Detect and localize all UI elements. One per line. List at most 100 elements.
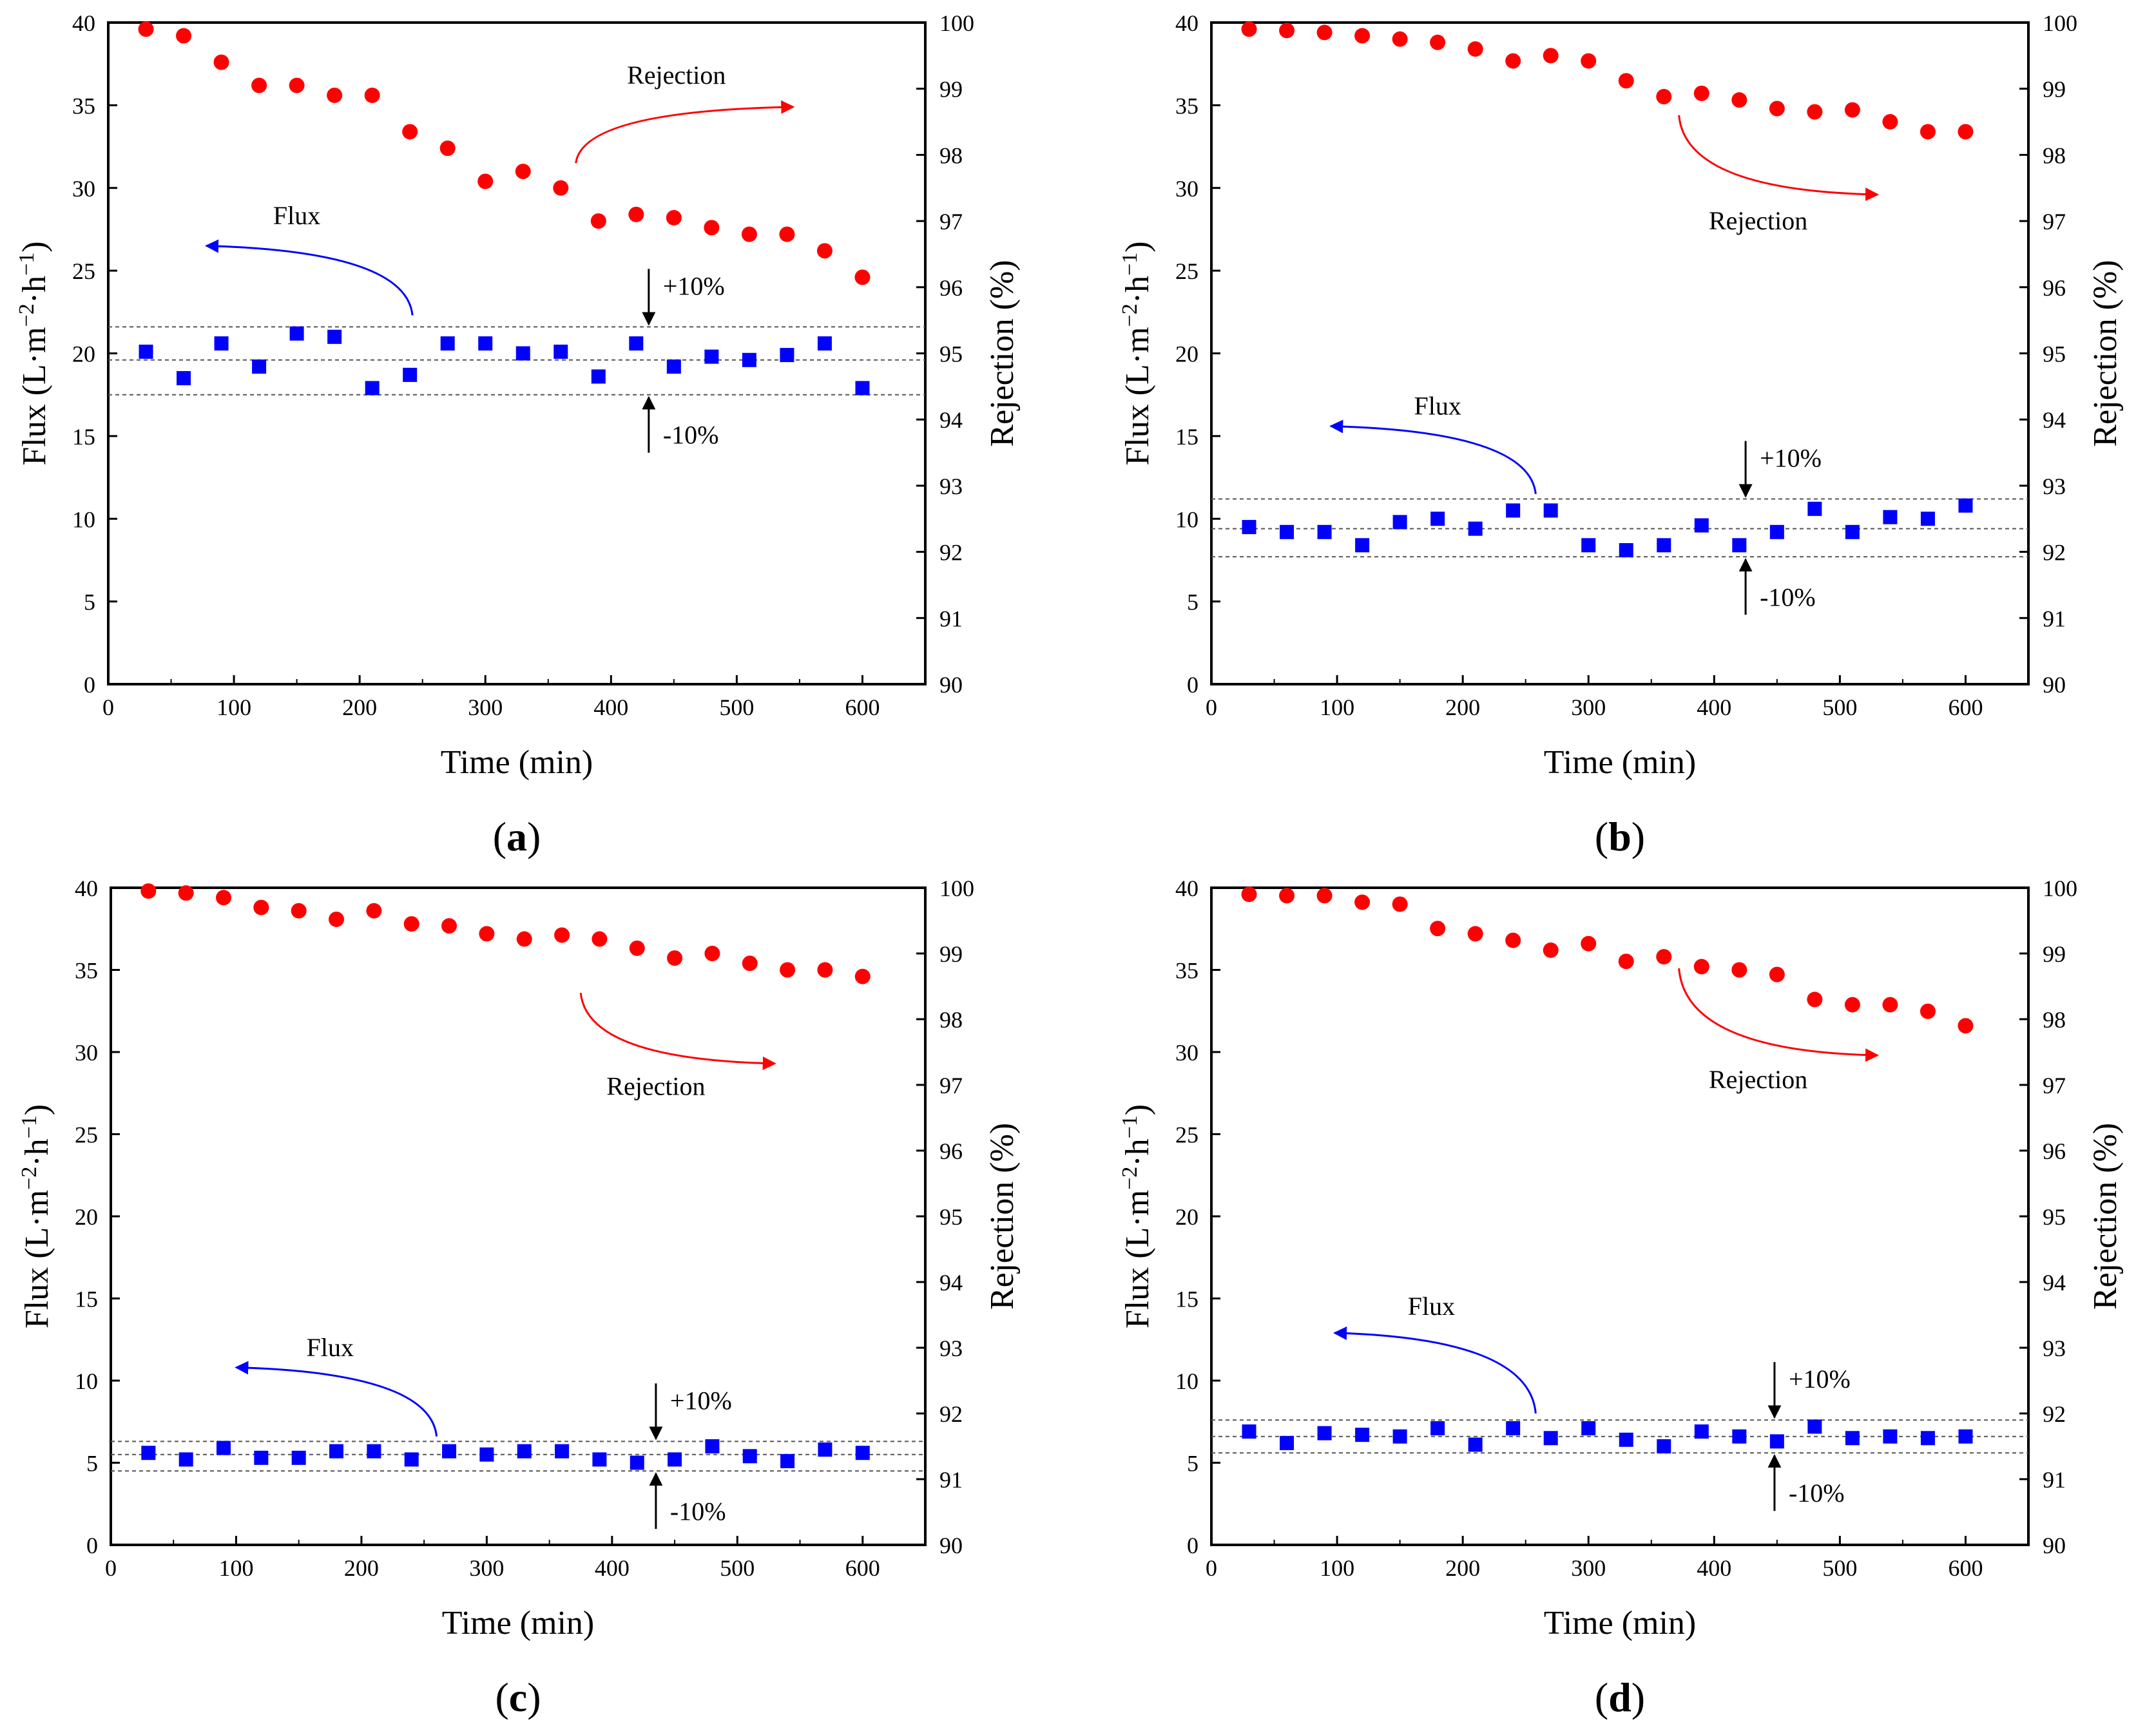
rejection-point bbox=[1430, 921, 1446, 937]
y2-tick-label: 94 bbox=[2043, 407, 2066, 433]
rejection-point bbox=[1882, 114, 1898, 130]
rejection-point bbox=[1882, 997, 1898, 1013]
flux-point bbox=[517, 1444, 532, 1459]
y2-tick-label: 90 bbox=[2043, 1533, 2066, 1558]
rejection-point bbox=[1844, 102, 1860, 118]
flux-point bbox=[780, 348, 794, 363]
rejection-point bbox=[1844, 997, 1860, 1013]
y2-tick-label: 95 bbox=[2043, 341, 2066, 367]
rejection-point bbox=[816, 243, 833, 259]
series-flux bbox=[1242, 1419, 1973, 1453]
rejection-point bbox=[1316, 24, 1333, 41]
flux-point bbox=[404, 1452, 419, 1467]
panel-c: 0 100 200 300 400 500 600 0 5 10 15 20 25 30 35 40 90 91 9… bbox=[17, 876, 1021, 1720]
x-tick-label: 600 bbox=[1948, 694, 1983, 720]
y-tick-label: 25 bbox=[72, 258, 95, 284]
rejection-point bbox=[1693, 85, 1709, 101]
y-axis-title: Flux (L·m−2·h−1) bbox=[15, 241, 53, 465]
y2-tick-label: 95 bbox=[939, 341, 963, 367]
flux-point bbox=[817, 336, 832, 351]
rejection-point bbox=[439, 140, 456, 157]
rejection-point bbox=[1769, 101, 1785, 117]
panel-label-close: ) bbox=[1631, 814, 1645, 859]
flux-point bbox=[555, 1444, 570, 1459]
y2-tick-label: 95 bbox=[2043, 1204, 2066, 1230]
flux-point bbox=[1732, 538, 1747, 553]
x-axis-title: Time (min) bbox=[1544, 744, 1696, 781]
flux-point bbox=[1430, 1421, 1445, 1435]
rejection-point bbox=[780, 962, 796, 978]
flux-point bbox=[217, 1441, 231, 1455]
x-tick-label: 100 bbox=[217, 694, 251, 720]
rejection-point bbox=[1618, 953, 1634, 970]
rejection-point bbox=[1392, 896, 1408, 912]
rejection-point bbox=[178, 885, 194, 901]
rejection-point bbox=[329, 911, 345, 927]
rejection-point bbox=[1731, 962, 1747, 978]
rejection-point bbox=[176, 28, 192, 44]
y2-tick-label: 97 bbox=[939, 1073, 963, 1098]
rejection-point bbox=[554, 927, 570, 943]
plus-ten-label: +10% bbox=[1789, 1364, 1851, 1393]
y2-tick-label: 99 bbox=[939, 941, 963, 967]
flux-point bbox=[141, 1446, 156, 1460]
flux-point bbox=[1619, 1432, 1633, 1447]
panel-label-letter: c bbox=[509, 1674, 527, 1720]
y-tick-label: 5 bbox=[84, 589, 95, 615]
flux-point bbox=[1920, 1431, 1935, 1446]
y2-tick-label: 94 bbox=[939, 1270, 963, 1296]
rejection-point bbox=[1807, 991, 1823, 1008]
rejection-point bbox=[366, 903, 382, 919]
y2-tick-label: 93 bbox=[939, 474, 963, 499]
rejection-point bbox=[590, 213, 606, 229]
flux-arrow bbox=[1329, 419, 1537, 494]
y2-axis-title: Rejection (%) bbox=[984, 260, 1021, 446]
y-title-mid: ·h bbox=[1119, 276, 1156, 303]
flux-point bbox=[553, 344, 568, 359]
panel-label-close: ) bbox=[527, 1674, 541, 1720]
series-rejection bbox=[1241, 21, 1974, 140]
y-tick-label: 35 bbox=[1175, 93, 1198, 119]
rejection-point bbox=[1693, 959, 1709, 975]
plus-ten-label: +10% bbox=[1760, 443, 1822, 472]
y2-tick-label: 90 bbox=[939, 672, 963, 698]
panel-label-letter: b bbox=[1608, 814, 1631, 859]
y2-tick-label: 93 bbox=[2043, 1336, 2066, 1361]
y-title-sup1: −2 bbox=[1118, 303, 1142, 327]
flux-point bbox=[705, 1439, 720, 1453]
flux-point bbox=[1280, 1435, 1295, 1450]
x-tick-label: 200 bbox=[344, 1555, 379, 1581]
x-tick-label: 300 bbox=[468, 694, 503, 720]
x-tick-label: 100 bbox=[218, 1555, 253, 1581]
x-tick-label: 0 bbox=[1206, 1555, 1217, 1581]
y2-tick-label: 94 bbox=[2043, 1270, 2066, 1296]
flux-point bbox=[1468, 1437, 1483, 1452]
flux-point bbox=[1581, 1421, 1596, 1435]
y2-tick-label: 91 bbox=[939, 606, 963, 631]
flux-point bbox=[1807, 1419, 1822, 1434]
flux-point bbox=[591, 369, 606, 384]
flux-point bbox=[367, 1444, 381, 1459]
rejection-point bbox=[1958, 1018, 1974, 1034]
y2-tick-label: 98 bbox=[939, 142, 963, 168]
panel-label-letter: d bbox=[1608, 1674, 1631, 1720]
y-title-mid: ·h bbox=[1119, 1138, 1156, 1166]
y-tick-label: 40 bbox=[1175, 876, 1198, 901]
flux-point bbox=[1392, 1429, 1407, 1444]
flux-point bbox=[1920, 512, 1935, 526]
rejection-point bbox=[779, 226, 795, 242]
rejection-point bbox=[1430, 34, 1446, 50]
rejection-point bbox=[1920, 124, 1936, 140]
y2-tick-label: 99 bbox=[2043, 941, 2066, 967]
y-tick-label: 15 bbox=[75, 1287, 98, 1312]
y2-tick-label: 100 bbox=[939, 10, 974, 36]
x-tick-label: 0 bbox=[1206, 694, 1217, 720]
series-flux bbox=[141, 1439, 870, 1470]
rejection-point bbox=[666, 209, 682, 225]
flux-point bbox=[1807, 501, 1822, 516]
y-tick-label: 10 bbox=[1175, 1368, 1198, 1394]
y-tick-label: 25 bbox=[1175, 258, 1198, 284]
x-tick-label: 100 bbox=[1320, 1555, 1354, 1581]
y-title-main: Flux (L·m bbox=[19, 1190, 55, 1328]
flux-point bbox=[365, 381, 380, 396]
